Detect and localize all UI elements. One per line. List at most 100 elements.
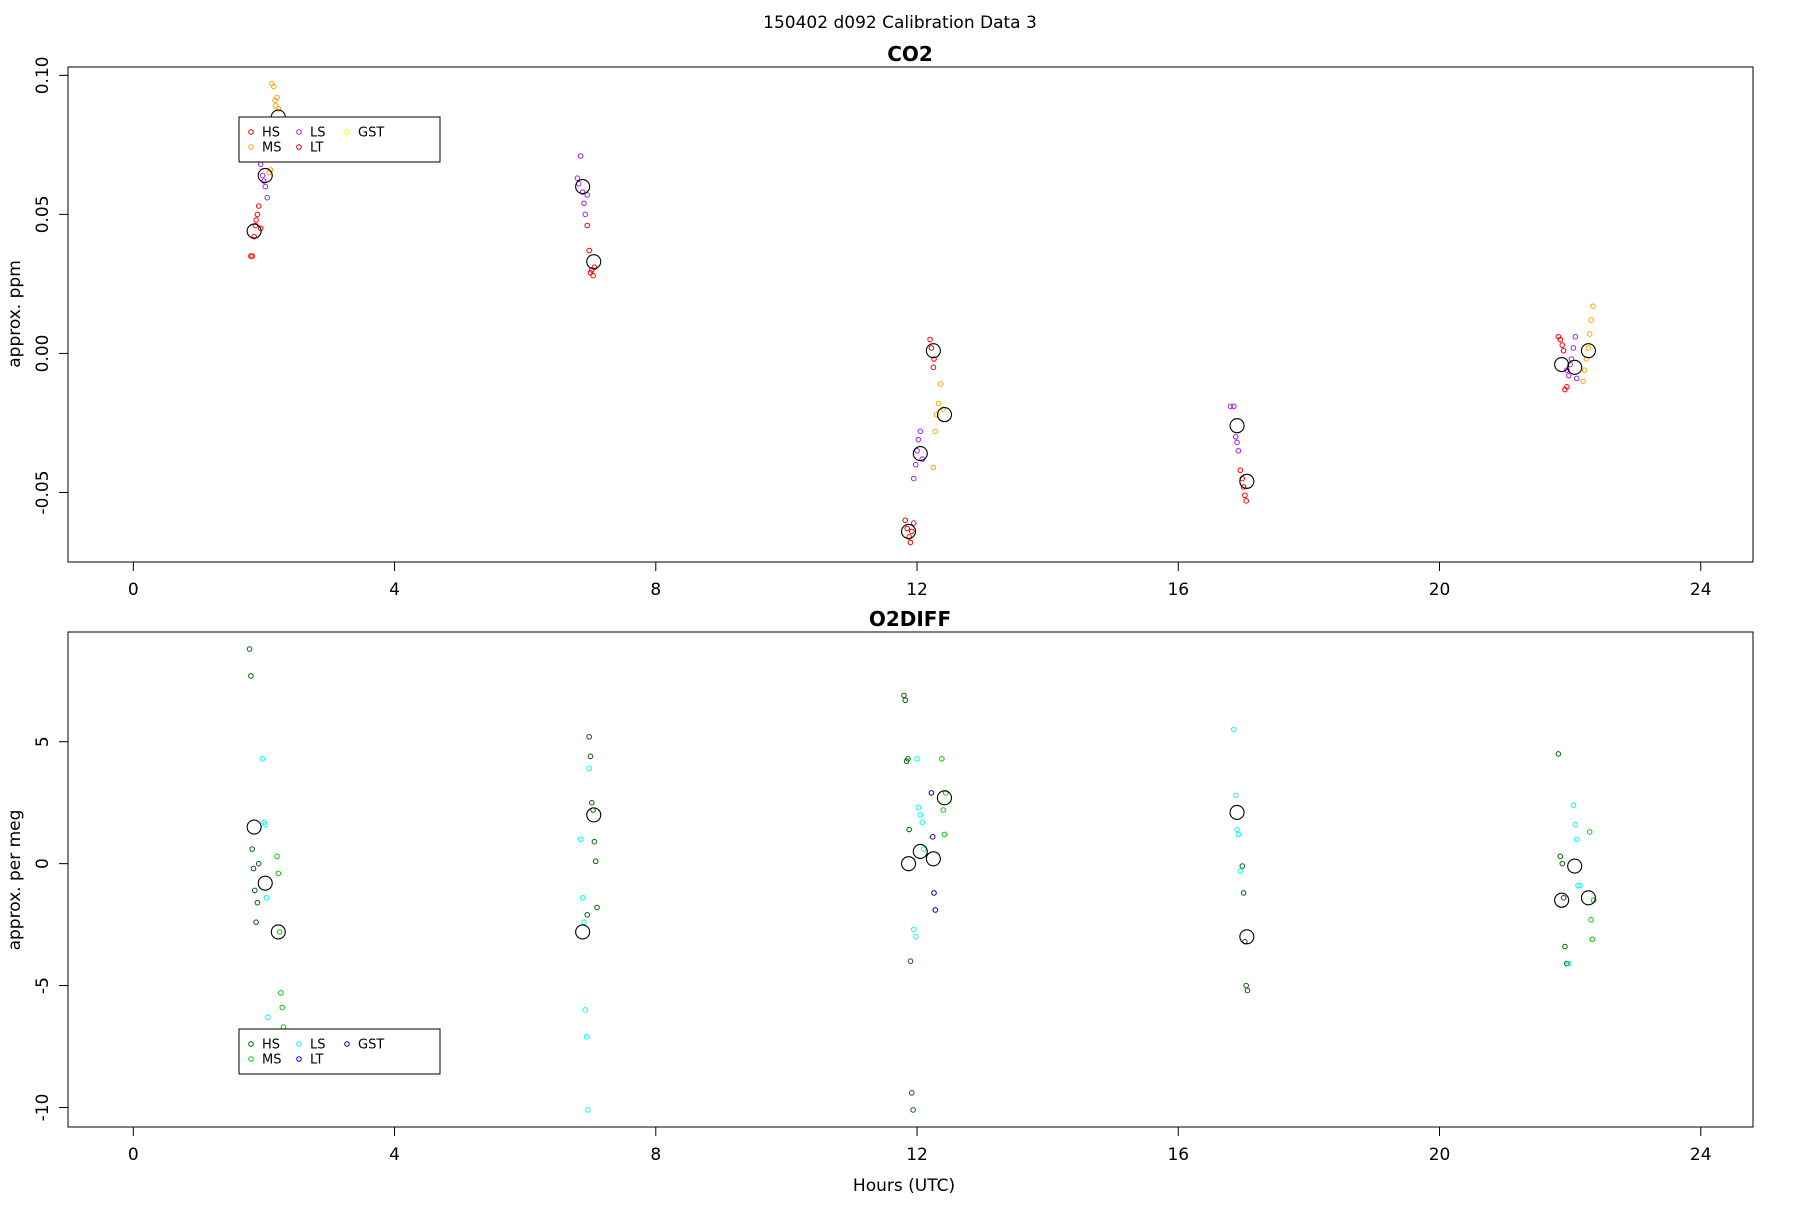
co2-point-hs [910,520,917,526]
o2diff-mean-point [925,851,941,867]
o2diff-point-ms [1589,936,1596,943]
o2diff-x-tick-label: 20 [1429,1145,1451,1165]
co2-point-ms [1581,367,1588,373]
co2-point-hs [906,534,912,540]
co2-point-hs [249,253,255,259]
o2diff-point-ms [1586,829,1593,835]
co2-point-hs [254,211,261,218]
co2-legend-label-gst: GST [358,126,384,141]
o2diff-point-hs [902,697,909,704]
o2diff-y-tick-label: -5 [33,977,53,994]
o2diff-point-ls [914,755,920,762]
o2diff-point-ms [941,831,948,838]
co2-x-axis: 0 4 8 12 16 20 24 [128,561,1712,600]
o2diff-legend-label-ms: MS [262,1053,281,1068]
co2-point-hs [1557,336,1564,343]
o2diff-point-hs [905,755,911,762]
co2-point-ms [1585,345,1592,351]
co2-mean-point [1554,357,1570,373]
o2diff-legend-marker-lt [296,1056,302,1062]
o2diff-point-ms [939,755,945,762]
o2diff-point-hs [1559,860,1566,867]
o2diff-point-ls [265,1014,271,1021]
o2diff-legend-label-ls: LS [310,1038,326,1053]
co2-point-hs [1564,384,1570,390]
o2diff-point-hs [1243,982,1249,989]
o2diff-point-hs [584,912,591,918]
co2-title: CO2 [887,42,933,66]
co2-legend-marker-ms [248,144,254,150]
co2-point-ms [272,103,279,109]
co2-point-ms [1583,356,1590,362]
o2diff-point-ls [263,894,270,901]
o2diff-x-tick-label: 8 [650,1145,661,1165]
co2-point-hs [255,203,262,209]
co2-point-ls [915,436,922,443]
o2diff-point-ms [278,990,284,996]
co2-panel: CO2 approx. ppm -0.05 0.00 0.05 0.10 0 4 8 12 1… [5,42,1754,600]
co2-point-ms [935,400,942,407]
co2-point-ls [1232,434,1239,440]
o2diff-point-ls [1566,960,1572,967]
co2-point-hs [1240,484,1247,490]
o2diff-point-hs [1239,863,1246,869]
co2-point-ms [1590,303,1596,309]
co2-point-hs [902,517,909,524]
o2diff-point-ls [579,894,586,901]
o2diff-point-ms [275,870,282,877]
o2diff-mean-point [900,856,917,872]
co2-mean-point [1580,343,1596,359]
o2diff-mean-point [1567,858,1583,874]
o2diff-x-tick-label: 16 [1167,1145,1189,1165]
o2diff-point-gst [931,890,937,896]
co2-point-hs [1237,467,1244,474]
o2diff-point-ls [1235,831,1242,838]
co2-point-ms [1588,317,1594,323]
co2-y-tick-label: 0.10 [33,56,53,94]
o2diff-point-ms [279,1004,286,1011]
co2-point-ls [912,461,919,468]
o2diff-point-ls [1577,882,1583,889]
o2diff-point-ls [583,1033,590,1040]
o2diff-legend-marker-hs [248,1041,254,1047]
o2diff-point-ls [1575,882,1581,889]
co2-point-hs [904,525,911,532]
co2-point-ms [1580,378,1586,385]
o2diff-point-hs [1560,894,1567,901]
o2diff-point-ls [582,1007,589,1013]
o2diff-point-hs [592,858,599,865]
o2diff-y-axis-label: approx. per meg [5,810,25,951]
o2diff-point-ls [919,819,926,825]
co2-x-tick-label: 0 [128,580,139,600]
co2-point-ms [937,381,944,387]
co2-point-ls [584,192,591,198]
co2-y-axis-label: approx. ppm [5,260,25,368]
co2-mean-point [912,445,928,462]
o2diff-point-hs [1557,853,1564,860]
o2diff-points [246,646,1597,1113]
o2diff-means [246,790,1596,945]
co2-x-tick-label: 20 [1429,580,1451,600]
o2diff-panel: O2DIFF approx. per meg -10 -5 0 5 0 4 8 12 16 20… [5,607,1754,1165]
co2-legend-label-lt: LT [310,141,323,156]
co2-point-hs [591,264,598,271]
co2-mean-point [246,223,262,239]
co2-mean-point [925,343,941,359]
o2diff-point-hs [248,673,254,679]
o2diff-point-ls [917,812,924,818]
o2diff-point-ls [920,846,927,852]
co2-point-hs [1559,342,1566,348]
o2diff-point-ls [1570,802,1577,808]
o2diff-point-ls [586,765,592,772]
o2diff-point-ls [1572,821,1579,828]
o2diff-point-hs [1555,751,1562,757]
co2-point-hs [586,247,592,254]
co2-point-ls [1566,372,1572,379]
co2-point-ls [259,172,266,179]
o2diff-point-ms [276,929,283,935]
co2-y-tick-label: 0.00 [33,335,53,373]
co2-point-hs [584,222,591,229]
